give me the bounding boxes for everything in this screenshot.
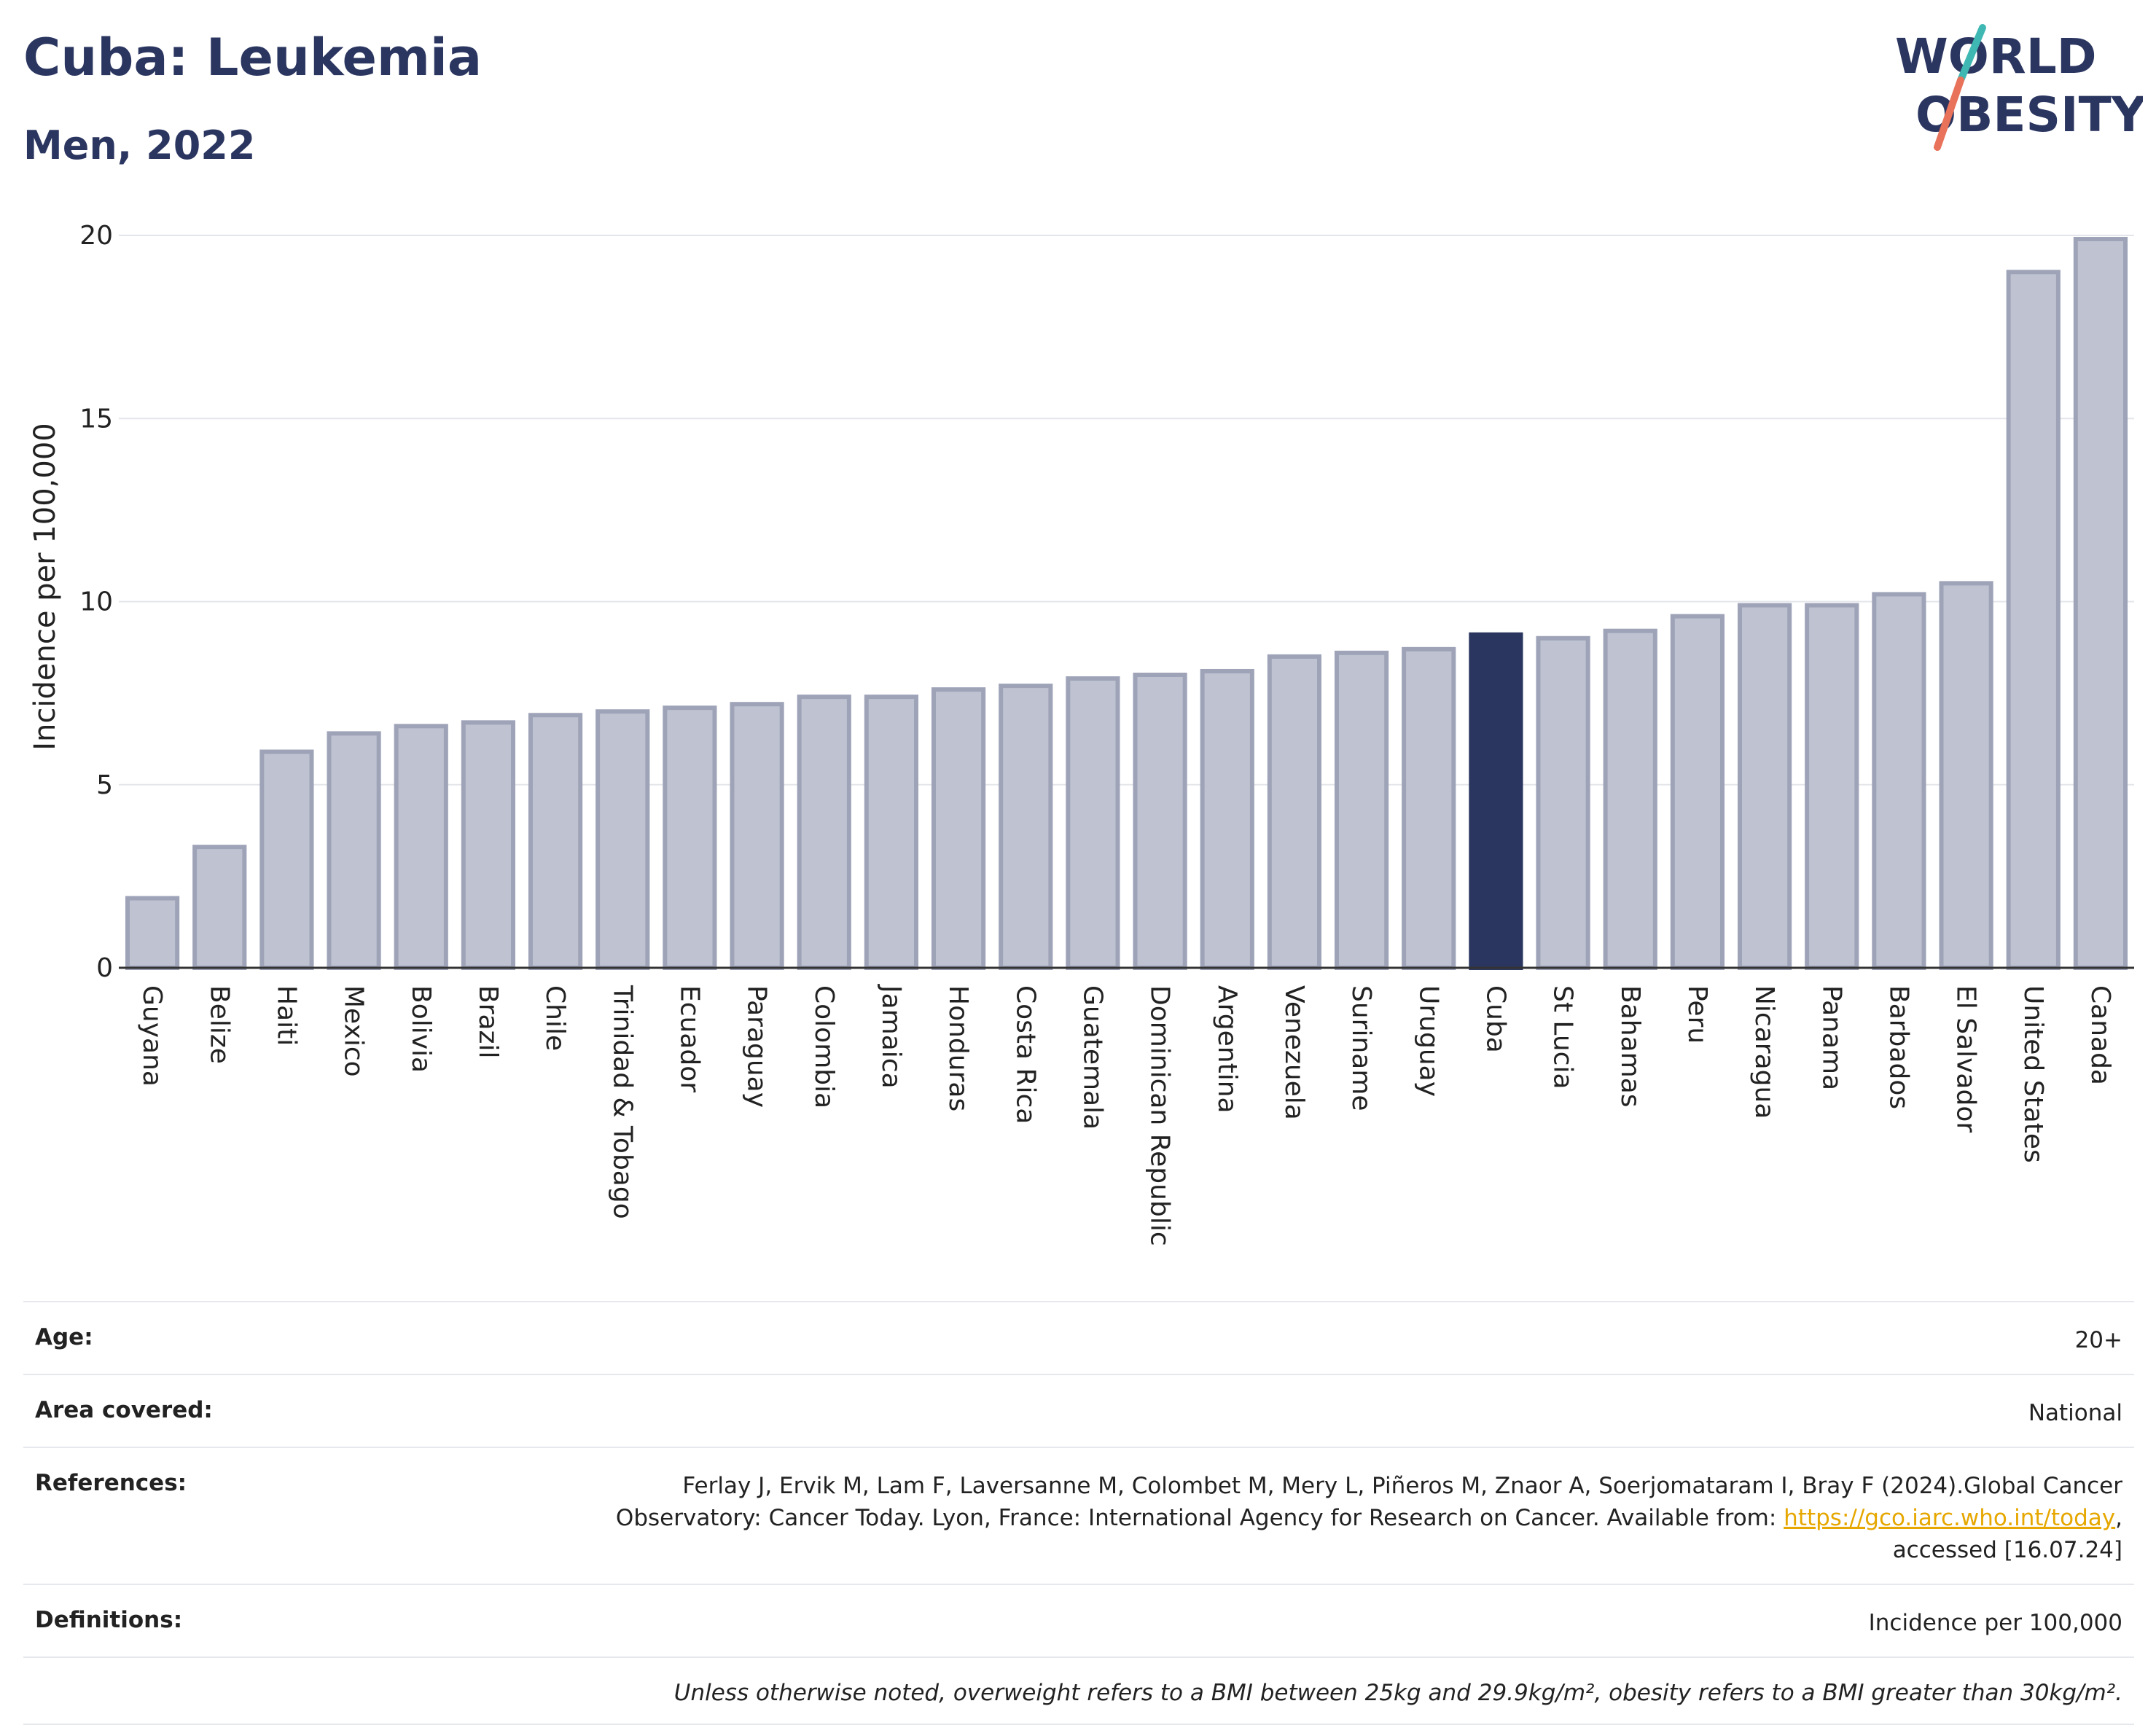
bar-bahamas (1603, 628, 1657, 970)
logo-slash-teal (1957, 24, 1986, 84)
x-tick-label: Panama (1816, 985, 1846, 1090)
bmi-note: Unless otherwise noted, overweight refer… (673, 1680, 2122, 1706)
x-tick-label: Paraguay (742, 985, 772, 1108)
x-tick-label: Dominican Republic (1145, 985, 1175, 1246)
y-tick-label: 0 (96, 953, 113, 983)
x-tick-label: Peru (1682, 985, 1712, 1044)
logo-slash-coral (1934, 77, 1964, 151)
x-tick-label: St Lucia (1548, 985, 1578, 1090)
bar-nicaragua (1737, 603, 1792, 971)
x-tick-label: El Salvador (1951, 985, 1981, 1133)
x-tick-label: Guyana (137, 985, 167, 1087)
page-subtitle: Men, 2022 (23, 122, 256, 168)
references-label: References: (35, 1470, 187, 1496)
bar-belize (192, 845, 247, 971)
x-tick-label: Haiti (271, 985, 301, 1046)
bar-haiti (259, 749, 314, 971)
bars (125, 237, 2128, 971)
x-tick-label: Jamaica (876, 984, 906, 1089)
y-tick-label: 10 (79, 587, 113, 617)
x-tick-labels: Guyana Belize Haiti Mexico Bolivia Brazil Chil… (137, 984, 2115, 1246)
age-value: 20+ (2074, 1327, 2122, 1353)
definitions-label: Definitions: (35, 1607, 183, 1633)
x-tick-label: United States (2018, 985, 2048, 1163)
bar-st-lucia (1536, 635, 1590, 970)
x-tick-label: Nicaragua (1749, 985, 1779, 1119)
references-value: Ferlay J, Ervik M, Lam F, Laversanne M, … (592, 1470, 2122, 1566)
x-tick-label: Argentina (1212, 985, 1242, 1114)
info-row-area: Area covered: National (23, 1374, 2134, 1447)
bar-bolivia (394, 724, 448, 970)
x-tick-label: Suriname (1346, 985, 1376, 1111)
x-tick-label: Bolivia (406, 985, 436, 1073)
x-tick-label: Uruguay (1413, 985, 1443, 1097)
bar-trinidad-tobago (595, 709, 650, 970)
y-tick-label: 5 (96, 770, 113, 800)
bar-united-states (2006, 270, 2061, 970)
logo-line1: WORLD (1895, 28, 2097, 85)
bar-colombia (797, 695, 851, 971)
bar-mexico (327, 731, 381, 971)
age-label: Age: (35, 1324, 93, 1350)
info-row-note: Unless otherwise noted, overweight refer… (23, 1656, 2134, 1725)
references-link[interactable]: https://gco.iarc.who.int/today (1784, 1505, 2116, 1531)
bar-jamaica (864, 695, 919, 971)
x-tick-label: Bahamas (1615, 985, 1645, 1108)
bar-chart: 0 5 10 15 20 Guyana Belize Haiti Mexico Bolivia B… (28, 221, 2134, 1246)
world-obesity-logo: WORLD OBESITY (1895, 24, 2143, 151)
info-row-definitions: Definitions: Incidence per 100,000 (23, 1584, 2134, 1656)
x-tick-label: Canada (2085, 985, 2115, 1085)
y-tick-label: 15 (79, 404, 113, 434)
x-tick-label: Barbados (1883, 985, 1913, 1109)
info-table: Age: 20+ Area covered: National Referenc… (23, 1301, 2134, 1725)
x-tick-label: Cuba (1480, 985, 1510, 1053)
y-axis-title: Incidence per 100,000 (28, 423, 62, 751)
bar-dominican-republic (1133, 673, 1187, 970)
bar-guatemala (1066, 676, 1120, 971)
bar-cuba (1469, 632, 1523, 970)
x-tick-label: Costa Rica (1010, 985, 1040, 1124)
bar-uruguay (1402, 646, 1456, 970)
x-tick-label: Chile (540, 985, 570, 1051)
grid-lines (119, 235, 2134, 786)
references-text-1: Ferlay J, Ervik M, Lam F, Laversanne M, … (615, 1473, 2122, 1531)
references-text-2: , accessed [16.07.24] (1892, 1505, 2122, 1563)
info-row-age: Age: 20+ (23, 1301, 2134, 1374)
bar-costa-rica (999, 684, 1053, 970)
area-label: Area covered: (35, 1397, 213, 1423)
x-tick-label: Mexico (339, 985, 369, 1077)
x-tick-label: Brazil (473, 985, 503, 1058)
area-value: National (2028, 1400, 2122, 1426)
x-tick-label: Trinidad & Tobago (607, 985, 637, 1219)
x-tick-label: Belize (204, 985, 234, 1064)
bar-honduras (931, 687, 986, 970)
y-tick-labels: 0 5 10 15 20 (79, 221, 113, 983)
bar-ecuador (663, 705, 717, 970)
bar-venezuela (1267, 654, 1322, 970)
bar-brazil (461, 720, 516, 970)
bar-chile (528, 713, 583, 971)
bar-barbados (1872, 592, 1926, 970)
bar-paraguay (730, 702, 784, 970)
x-tick-label: Ecuador (674, 985, 704, 1092)
bar-panama (1805, 603, 1859, 971)
page-title: Cuba: Leukemia (23, 28, 483, 87)
bar-guyana (125, 896, 180, 971)
x-tick-label: Guatemala (1077, 985, 1107, 1130)
y-tick-label: 20 (79, 221, 113, 251)
bar-argentina (1200, 668, 1254, 970)
bar-peru (1670, 614, 1725, 970)
x-tick-label: Colombia (809, 985, 839, 1108)
definitions-value: Incidence per 100,000 (1868, 1610, 2122, 1636)
x-tick-label: Venezuela (1279, 985, 1309, 1120)
bar-canada (2073, 237, 2128, 970)
bar-el-salvador (1939, 581, 1993, 970)
bar-suriname (1334, 650, 1389, 970)
info-row-references: References: Ferlay J, Ervik M, Lam F, La… (23, 1447, 2134, 1584)
x-tick-label: Honduras (943, 985, 973, 1111)
